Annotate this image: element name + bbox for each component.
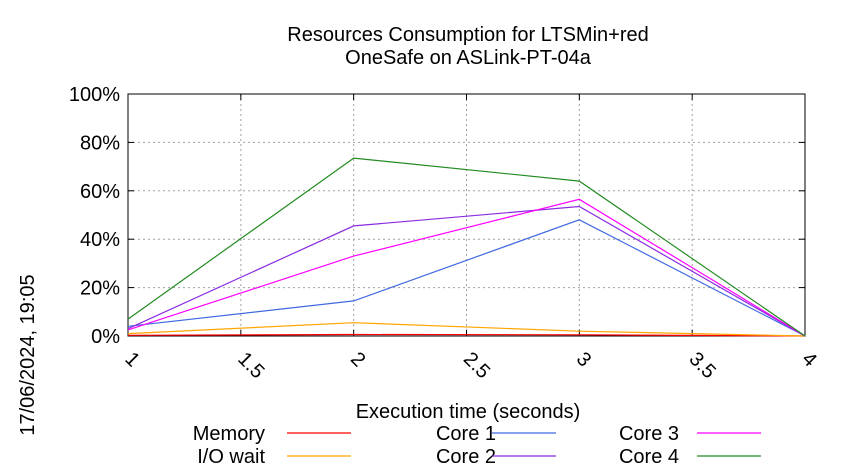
legend-label: Core 3	[619, 423, 679, 445]
legend-label: Core 4	[619, 446, 679, 468]
series-line-core-1	[127, 219, 806, 337]
x-axis: 1 1.5 2 2.5 3 3.5 4	[120, 94, 821, 383]
y-tick-label: 100%	[69, 84, 120, 106]
y-tick-label: 80%	[80, 132, 120, 154]
series-lines	[127, 157, 806, 337]
x-axis-label: Execution time (seconds)	[356, 401, 581, 423]
grid-lines	[128, 94, 805, 336]
y-tick-label: 60%	[80, 181, 120, 203]
series-line-core-2	[127, 205, 806, 337]
x-tick-label: 2.5	[459, 348, 494, 383]
legend-entry-i-o-wait: I/O wait	[197, 446, 351, 468]
y-tick-label: 0%	[91, 326, 120, 348]
series-line-memory	[127, 333, 806, 337]
series-line-i-o-wait	[127, 322, 806, 337]
legend-label: Memory	[193, 423, 265, 445]
y-axis: 0% 20% 40% 60% 80% 100%	[69, 84, 805, 348]
legend-entry-core-2: Core 2	[436, 446, 556, 468]
legend-label: I/O wait	[197, 446, 265, 468]
x-tick-label: 2	[346, 348, 369, 371]
x-tick-label: 3	[572, 348, 595, 371]
y-tick-label: 40%	[80, 229, 120, 251]
series-line-core-3	[127, 198, 806, 337]
chart-title-line-1: Resources Consumption for LTSMin+red	[287, 24, 648, 46]
legend-entry-memory: Memory	[193, 423, 351, 445]
x-tick-label: 1	[120, 348, 143, 371]
chart-title-line-2: OneSafe on ASLink-PT-04a	[345, 47, 592, 69]
timestamp-label: 17/06/2024, 19:05	[17, 274, 39, 435]
legend-label: Core 1	[436, 423, 496, 445]
series-line-core-4	[127, 157, 806, 337]
legend-entry-core-4: Core 4	[619, 446, 761, 468]
x-tick-label: 1.5	[233, 348, 268, 383]
legend-entry-core-3: Core 3	[619, 423, 761, 445]
legend-label: Core 2	[436, 446, 496, 468]
legend-entry-core-1: Core 1	[436, 423, 556, 445]
x-tick-label: 4	[797, 348, 820, 371]
y-tick-label: 20%	[80, 278, 120, 300]
x-tick-label: 3.5	[685, 348, 720, 383]
